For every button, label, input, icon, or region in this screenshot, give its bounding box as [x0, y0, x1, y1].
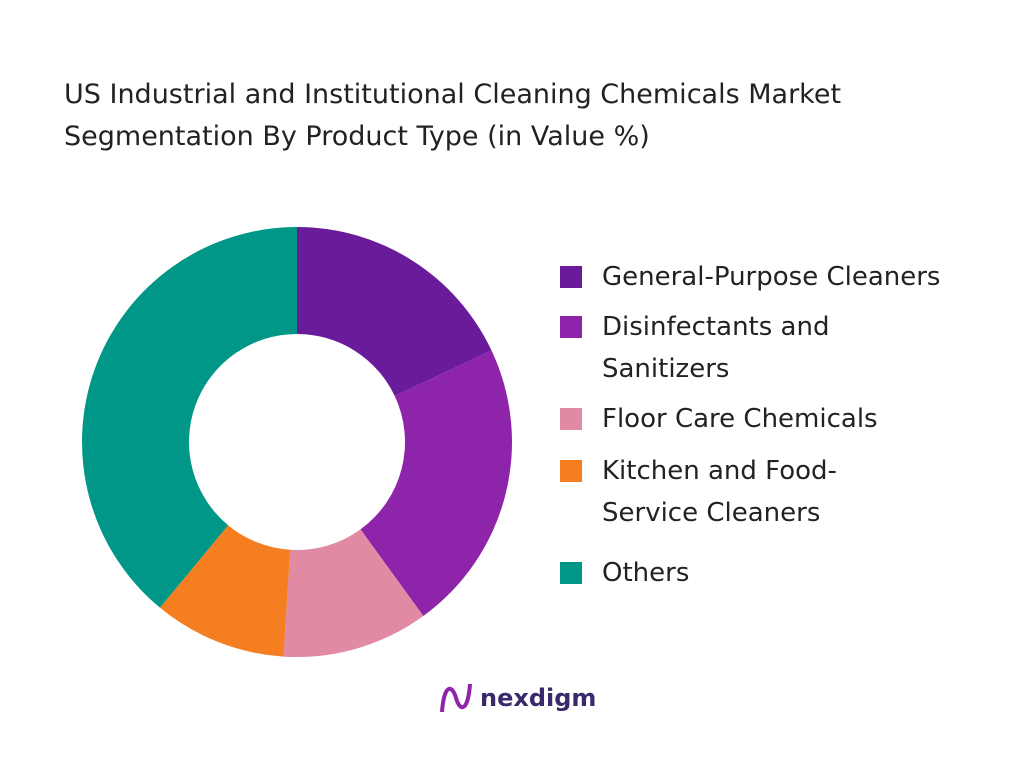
legend-label: Disinfectants and Sanitizers: [602, 312, 830, 384]
legend-label: Others: [602, 558, 690, 588]
legend-label: Kitchen and Food-Service Cleaners: [602, 456, 837, 528]
donut-segment: [159, 525, 291, 657]
legend-item: General-Purpose Cleaners: [560, 256, 1010, 298]
logo-icon: [440, 683, 472, 713]
donut-segment: [297, 227, 492, 397]
legend-item: Floor Care Chemicals: [560, 398, 1010, 440]
legend-swatch: [560, 408, 582, 430]
chart: [82, 227, 512, 657]
donut-segment: [283, 529, 424, 657]
legend-swatch: [560, 266, 582, 288]
donut-segment: [360, 350, 512, 616]
legend-item: Kitchen and Food-Service Cleaners: [560, 450, 1010, 534]
donut-segment: [82, 227, 297, 608]
legend-swatch: [560, 460, 582, 482]
legend-swatch: [560, 562, 582, 584]
legend-label: General-Purpose Cleaners: [602, 262, 941, 292]
legend-item: Others: [560, 552, 1010, 594]
chart-title: US Industrial and Institutional Cleaning…: [64, 79, 842, 152]
legend-item: Disinfectants and Sanitizers: [560, 306, 1010, 390]
logo-text: nexdigm: [480, 684, 597, 712]
legend-swatch: [560, 316, 582, 338]
legend-label: Floor Care Chemicals: [602, 404, 878, 434]
logo: nexdigm: [438, 680, 596, 716]
